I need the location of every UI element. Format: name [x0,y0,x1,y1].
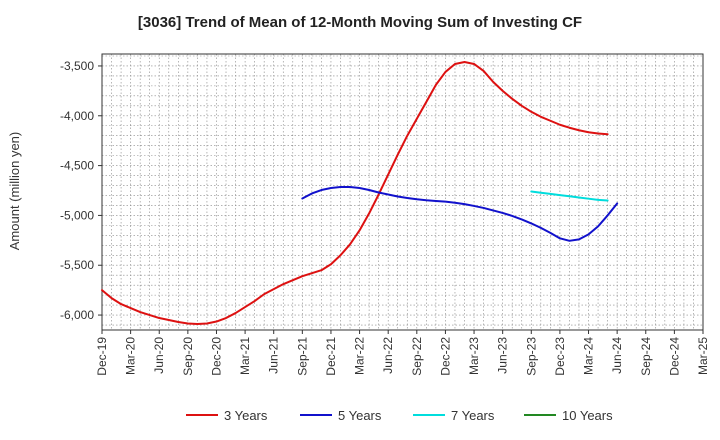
series-lines [101,60,619,326]
legend-label-10-years: 10 Years [562,408,613,423]
x-tick-label: Dec-19 [95,337,109,376]
x-tick-label: Sep-23 [524,337,538,376]
x-axis: Dec-19 Mar-20 Jun-20 Sep-20 Dec-20 Mar-21 Jun-… [95,330,710,376]
grid [102,54,703,330]
x-tick-label: Jun-20 [152,337,166,374]
x-tick-label: Mar-20 [124,337,138,375]
x-tick-label: Sep-21 [295,337,309,376]
plot-area [101,53,704,331]
x-tick-label: Dec-22 [438,337,452,376]
y-tick-label: -5,500 [60,258,94,272]
x-tick-label: Dec-23 [553,337,567,376]
x-tick-label: Sep-20 [181,337,195,376]
x-tick-label: Sep-22 [410,337,424,376]
x-tick-label: Mar-22 [353,337,367,375]
series-line-5-years [301,186,619,242]
y-tick-label: -4,500 [60,159,94,173]
y-tick-label: -4,000 [60,109,94,123]
x-tick-label: Jun-21 [267,337,281,374]
x-tick-label: Jun-22 [381,337,395,374]
x-tick-label: Mar-21 [238,337,252,375]
x-tick-label: Dec-21 [324,337,338,376]
legend-label-7-years: 7 Years [451,408,495,423]
x-tick-label: Mar-23 [467,337,481,375]
x-tick-label: Dec-20 [209,337,223,376]
series-line-3-years [101,60,609,326]
x-tick-label: Mar-25 [696,337,710,375]
series-line-7-years [530,190,609,202]
legend-label-3-years: 3 Years [224,408,268,423]
x-tick-label: Sep-24 [639,337,653,376]
y-tick-label: -3,500 [60,59,94,73]
legend: 3 Years 5 Years 7 Years 10 Years [186,408,613,423]
x-tick-label: Jun-23 [496,337,510,374]
x-tick-label: Dec-24 [667,337,681,376]
x-tick-label: Jun-24 [610,337,624,374]
y-axis: -3,500 -4,000 -4,500 -5,000 -5,500 -6,000 [60,59,102,322]
y-tick-label: -6,000 [60,308,94,322]
y-tick-label: -5,000 [60,208,94,222]
chart-title: [3036] Trend of Mean of 12-Month Moving … [137,14,583,31]
legend-label-5-years: 5 Years [338,408,382,423]
y-axis-title: Amount (million yen) [7,132,22,251]
x-tick-label: Mar-24 [582,337,596,375]
